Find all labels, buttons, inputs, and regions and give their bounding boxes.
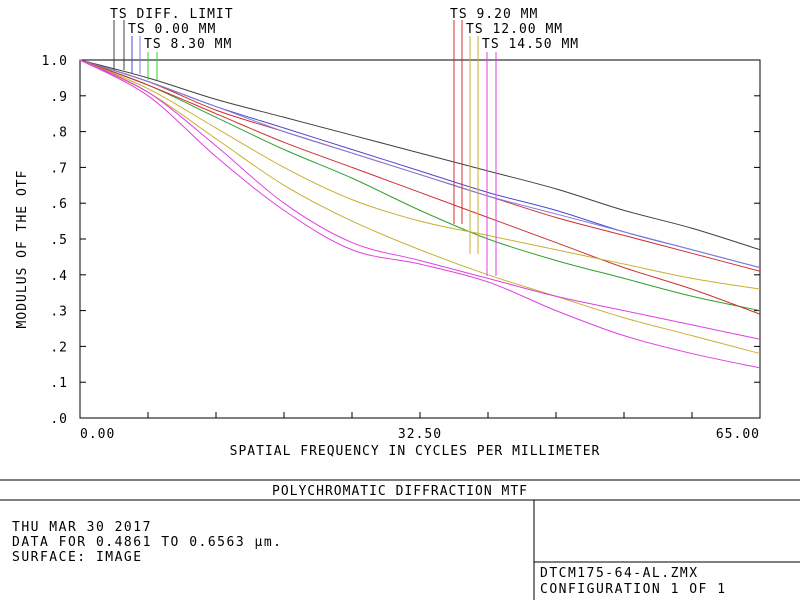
y-axis-label: MODULUS OF THE OTF — [15, 170, 30, 329]
y-tick-label: .4 — [50, 269, 68, 284]
mtf-series-line — [79, 59, 761, 312]
date-text: THU MAR 30 2017 — [12, 520, 152, 535]
x-tick-label: 32.50 — [398, 427, 442, 442]
legend-label: TS 0.00 MM — [128, 22, 216, 37]
y-tick-label: .8 — [50, 126, 68, 141]
legend-label: TS 9.20 MM — [450, 7, 538, 22]
mtf-series-line — [79, 59, 761, 269]
y-tick-label: .5 — [50, 233, 68, 248]
y-tick-label: .3 — [50, 305, 68, 320]
x-tick-label: 65.00 — [716, 427, 760, 442]
y-tick-label: .0 — [50, 412, 68, 427]
y-tick-label: .2 — [50, 340, 68, 355]
wavelength-range-text: DATA FOR 0.4861 TO 0.6563 µm. — [12, 535, 283, 550]
y-tick-label: 1.0 — [42, 54, 68, 69]
mtf-series-line — [79, 59, 761, 290]
mtf-series-line — [79, 59, 761, 355]
filename-text: DTCM175-64-AL.ZMX — [540, 566, 699, 581]
legend-label: TS DIFF. LIMIT — [110, 7, 234, 22]
y-tick-label: .7 — [50, 161, 68, 176]
surface-text: SURFACE: IMAGE — [12, 550, 143, 565]
mtf-series-line — [79, 59, 761, 272]
y-tick-label: .9 — [50, 90, 68, 105]
mtf-series-line — [79, 59, 761, 315]
chart-title: POLYCHROMATIC DIFFRACTION MTF — [272, 484, 528, 499]
x-axis-label: SPATIAL FREQUENCY IN CYCLES PER MILLIMET… — [230, 444, 601, 459]
y-tick-label: .6 — [50, 197, 68, 212]
legend-label: TS 12.00 MM — [466, 22, 563, 37]
configuration-text: CONFIGURATION 1 OF 1 — [540, 582, 727, 597]
mtf-series-line — [79, 59, 761, 251]
mtf-series-line — [79, 59, 761, 369]
mtf-series-line — [79, 59, 761, 340]
x-tick-label: 0.00 — [80, 427, 115, 442]
y-tick-label: .1 — [50, 376, 68, 391]
legend-label: TS 8.30 MM — [144, 37, 232, 52]
plot-frame — [79, 59, 761, 419]
legend-label: TS 14.50 MM — [482, 37, 579, 52]
mtf-series-line — [79, 59, 761, 269]
